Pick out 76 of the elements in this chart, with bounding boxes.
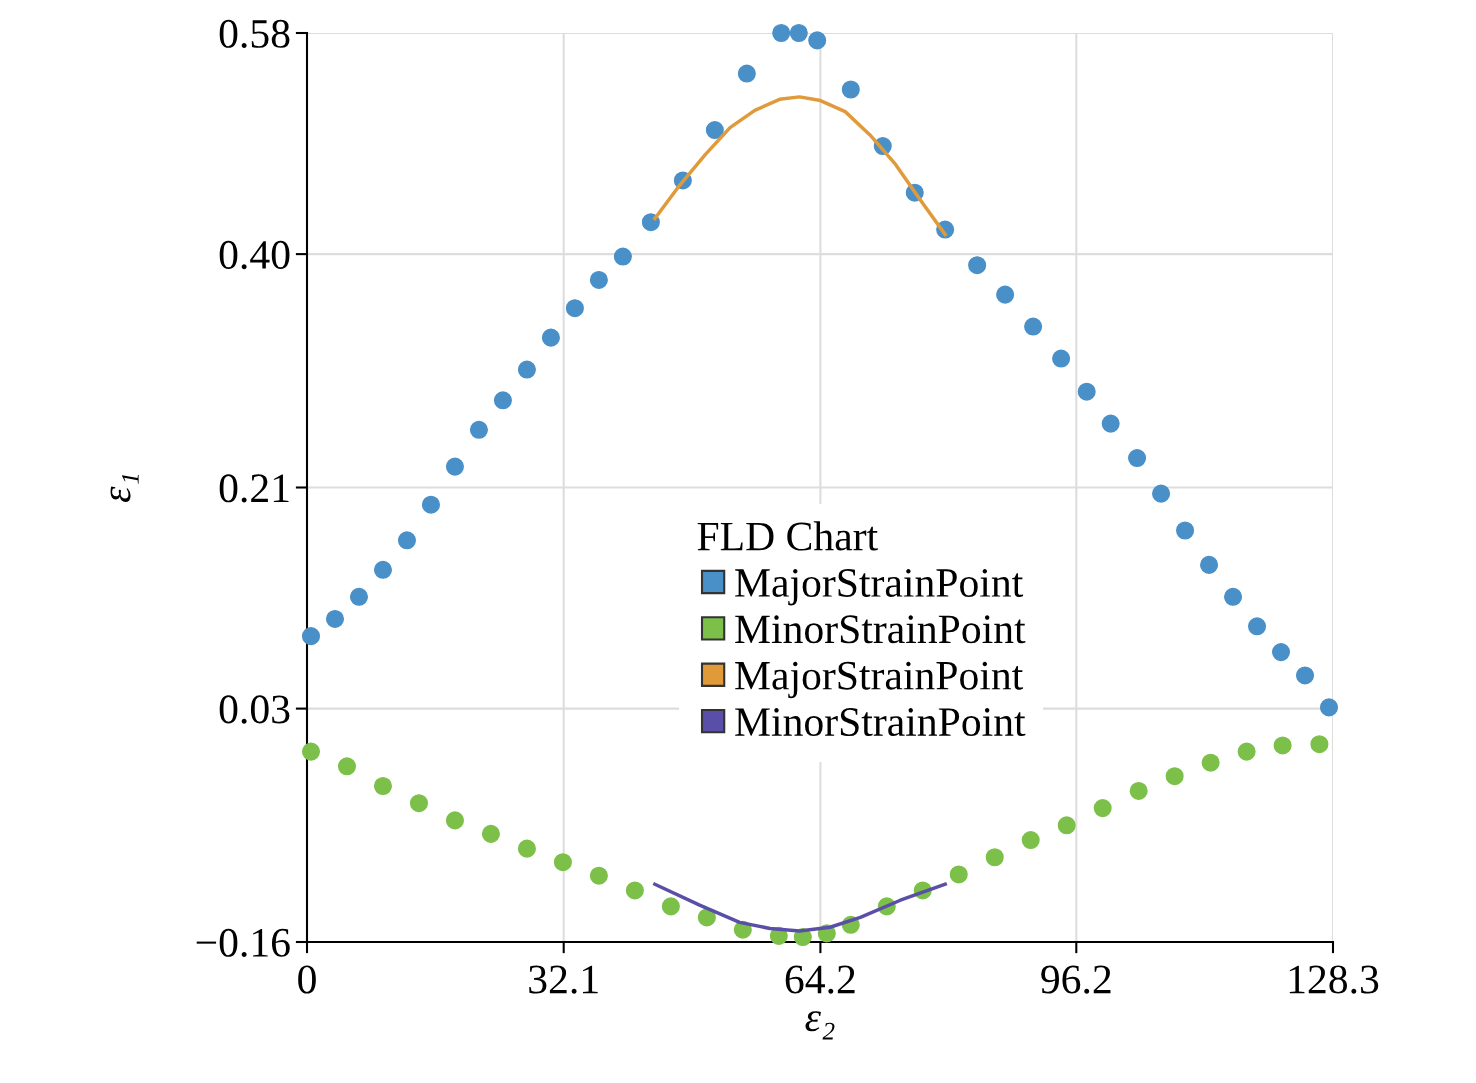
point [1201,753,1220,772]
point [469,420,488,439]
point [705,121,724,140]
point [772,23,791,43]
point [1319,698,1339,717]
point [1248,617,1267,636]
point [325,609,345,628]
point [373,560,392,579]
point [1128,448,1147,468]
point [968,256,987,275]
point [409,794,428,813]
point [625,881,644,900]
point [1224,587,1243,606]
x-tick-label: 32.1 [529,965,598,994]
point [1093,799,1112,818]
point [589,866,608,885]
point [445,811,464,830]
point [481,824,500,843]
point [349,587,369,606]
point [841,80,860,99]
y-tick-label: −0.16 [196,928,290,958]
legend-label: MinorStrainPoint [735,615,1026,644]
x-tick-label: 96.2 [1041,965,1111,994]
point [789,23,808,43]
point [421,495,440,514]
point [1129,781,1148,800]
point [445,457,464,476]
point [397,531,416,550]
point [517,839,536,858]
point [301,627,321,646]
point [737,64,756,83]
y-tick-label: 0.03 [219,695,290,724]
y-axis-title: ε₁ [110,474,139,503]
point [541,328,560,347]
point [301,742,321,761]
point [1237,742,1256,761]
point [661,897,680,916]
legend-label: MajorStrainPoint [735,661,1024,699]
point [553,853,572,872]
y-tick-label: 0.58 [219,19,290,49]
point [337,757,357,776]
x-axis-title: ε₂ [805,1011,835,1040]
point [1295,666,1315,685]
point [985,848,1004,867]
x-tick-label: 128.3 [1289,965,1379,994]
point [1152,484,1171,503]
point [1057,816,1076,835]
point [1077,382,1096,401]
point [373,776,392,796]
point [996,285,1015,304]
point [697,908,716,927]
point [949,865,968,884]
x-tick-label: 64.2 [785,965,855,994]
point [641,213,660,232]
point [1176,521,1195,540]
point [1024,317,1043,336]
point [1200,555,1219,574]
point [517,360,536,379]
legend-title: FLD Chart [697,521,878,551]
y-tick-label: 0.21 [219,474,289,503]
point [808,31,827,50]
point [1273,736,1292,755]
point [565,299,584,318]
point [1310,735,1329,754]
legend-label: MinorStrainPoint [735,708,1026,737]
point [1021,831,1040,850]
point [613,247,632,266]
point [1101,414,1120,433]
y-tick-label: 0.40 [219,240,290,270]
point [493,391,512,410]
point [589,270,608,289]
point [1052,349,1071,368]
point [1271,643,1291,662]
legend-label: MajorStrainPoint [735,568,1024,606]
x-tick-label: 0 [298,965,316,994]
point [1165,767,1184,786]
